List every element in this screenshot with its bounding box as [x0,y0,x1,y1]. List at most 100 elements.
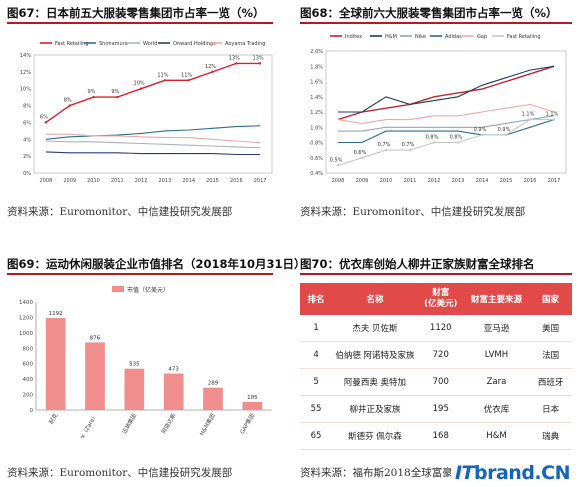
data-point [432,141,436,144]
table-cell: H&M [463,422,530,450]
fig69-chart: 0 200 400 600 800 1000 1200 1400 1192 耐克 876 Indite… [19,286,272,439]
data-point [92,95,95,99]
data-label: 1.1% [546,112,559,118]
x-tick-label: 2009 [356,178,369,184]
y-tick-label: 0.4% [310,171,323,177]
legend-label: Fast Retailing [55,41,89,47]
table-cell: 柳井正及家族 [332,395,418,423]
data-point [68,104,71,107]
fig70-wealth-table: 排名 名称 财富 (亿美元) 财富主要来源 国家 1 杰夫 贝佐斯 1120 亚马逊美… [300,283,572,450]
table-header-name: 名称 [332,283,418,315]
x-tick-label: 2012 [428,178,441,184]
legend-label: Fast Retailing [507,34,541,40]
table-cell: 美国 [529,315,572,342]
table-row: 1 杰夫 贝佐斯 1120 亚马逊 美国 [300,315,572,342]
bar-value-label: 289 [208,381,219,387]
fig69-source: 资料来源：Euromonitor、中信建投研究发展部 [7,467,233,479]
data-point [408,148,412,152]
series-line-h-m [338,65,555,113]
plot-frame [325,50,567,174]
x-tick-label: 2011 [404,178,417,184]
fig67-title-rule [7,22,273,24]
y-tick-label: 2% [23,154,31,160]
x-tick-label: 2012 [135,178,148,184]
data-point [211,70,214,74]
y-tick-label: 1.6% [310,80,323,86]
fig69-title: 图69：运动休闲服装企业市值排名（2018年10月31日） [7,257,306,271]
fig70-source: 资料来源：福布斯2018全球富豪排行 [300,467,474,479]
x-category-label: 阿迪达斯 [159,412,177,435]
series-line-nike [338,115,555,132]
table-cell: 195 [417,395,464,423]
data-label: 13% [229,55,240,61]
fig70-title: 图70：优衣库创始人柳井正家族财富全球排名 [300,257,535,271]
x-tick-label: 2013 [452,178,465,184]
table-cell: 斯德芬 佩尔森 [332,422,418,450]
data-point [235,62,238,65]
table-cell: 法国 [529,341,572,369]
series-line-shimamura [45,125,261,140]
table-header-wealth: 财富 (亿美元) [417,283,464,315]
y-tick-label: 8% [23,104,31,110]
fig67-chart: 0% 2% 4% 6% 8% 10% 12% 14% 2008 2009 2010 2011 2012 2… [20,41,273,184]
legend-label: Inditex [345,34,362,40]
series-line-gap [337,103,555,124]
data-label: 11% [181,72,192,78]
table-cell: 5 [300,368,333,396]
data-label: 0.6% [354,150,367,156]
y-tick-label: 10% [20,87,31,93]
table-header-rank: 排名 [300,283,333,315]
legend-label: Nike [415,34,426,40]
data-label: 0.9% [498,127,511,133]
table-cell: 700 [417,368,464,396]
table-row: 4 伯纳德 阿诺特及家族 720 LVMH 法国 [300,341,572,369]
fig67-source: 资料来源：Euromonitor、中信建投研究发展部 [7,206,233,218]
x-tick-label: 2014 [476,178,489,184]
data-label: 1.1% [522,112,535,118]
data-label: 9% [111,89,119,95]
x-tick-label: 2017 [254,178,267,184]
series-line-onward-holdings [45,151,261,156]
y-tick-label: 400 [23,377,34,383]
x-category-label: 耐克 [47,412,60,426]
fig68-chart: 0.4% 0.6% 0.8% 1.0% 1.2% 1.4% 1.6% 1.8% 2.0% 2008… [310,34,567,184]
series-line-world [45,140,261,149]
data-label: 13% [253,55,264,61]
bar [163,373,184,410]
y-tick-label: 1000 [19,331,33,337]
bar-value-label: 1192 [49,311,63,317]
table-cell: 4 [300,341,333,369]
table-cell: Zara [463,368,530,396]
x-tick-label: 2010 [87,178,100,184]
x-tick-label: 2014 [182,178,195,184]
table-cell: 阿曼西奥 奥特加 [332,368,418,396]
y-tick-label: 6% [23,120,31,126]
data-label: 0.9% [474,127,487,133]
data-label: 12% [205,64,216,70]
fig69-title-rule [7,273,273,275]
data-label: 8% [64,98,72,104]
x-tick-label: 2010 [380,178,393,184]
x-tick-label: 2013 [159,178,172,184]
y-tick-label: 1400 [19,300,33,306]
data-label: 0.7% [378,142,391,148]
data-point [384,148,388,152]
x-category-label: 迅销集团 [120,412,138,435]
table-cell: 优衣库 [463,395,530,423]
data-point [116,95,119,99]
x-category-label: Inditex（Zara） [71,413,98,439]
y-tick-label: 1.8% [310,64,323,70]
bar-value-label: 876 [90,335,101,341]
y-tick-label: 0.8% [310,141,323,147]
data-point [258,62,262,65]
table-cell: 亚马逊 [463,315,530,342]
x-tick-label: 2015 [500,178,513,184]
x-tick-label: 2017 [548,178,561,184]
table-row: 5 阿曼西奥 奥特加 700 Zara 西班牙 [300,368,572,396]
x-tick-label: 2008 [40,178,53,184]
data-point [456,141,460,144]
data-point [360,156,364,159]
table-header-row: 排名 名称 财富 (亿美元) 财富主要来源 国家 [300,283,572,315]
bar [45,318,66,410]
table-cell: 720 [417,341,464,369]
